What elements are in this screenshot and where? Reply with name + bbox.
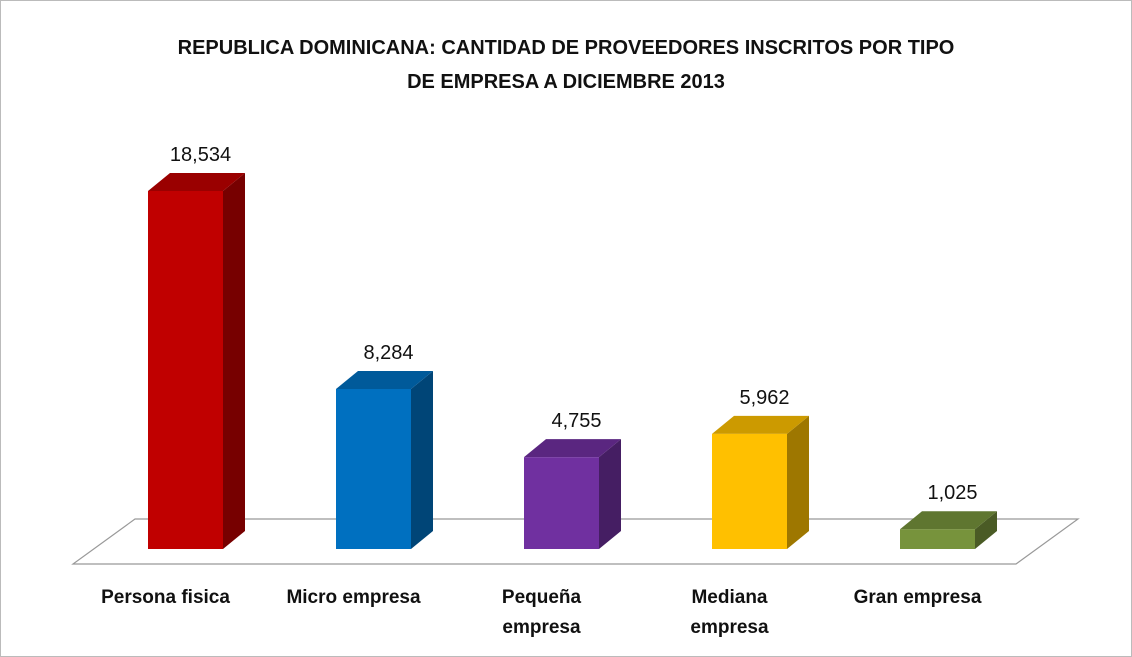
bar-top bbox=[712, 415, 809, 434]
bar-top bbox=[336, 370, 433, 389]
value-label: 1,025 bbox=[927, 482, 977, 504]
x-tick-label: Persona fisica bbox=[101, 587, 230, 608]
x-tick-label: Micro empresa bbox=[286, 587, 421, 608]
bar-side bbox=[787, 415, 809, 549]
x-tick-label: Mediana empresa bbox=[690, 587, 769, 638]
bar bbox=[336, 370, 433, 549]
bar-front bbox=[712, 433, 787, 549]
value-label: 8,284 bbox=[363, 342, 413, 364]
bar-top bbox=[900, 511, 997, 530]
bar bbox=[524, 439, 621, 549]
bar bbox=[712, 415, 809, 549]
bar bbox=[148, 173, 245, 549]
bar-side bbox=[975, 511, 997, 549]
value-label: 5,962 bbox=[739, 387, 789, 409]
x-tick-label: Pequeña empresa bbox=[501, 587, 582, 638]
bar-front bbox=[336, 388, 411, 549]
bar bbox=[900, 511, 997, 549]
bar-top bbox=[148, 173, 245, 191]
bar-side bbox=[223, 173, 245, 549]
bar-side bbox=[599, 439, 621, 549]
bar-side bbox=[411, 370, 433, 549]
x-tick-label: Gran empresa bbox=[853, 587, 982, 608]
bar-front bbox=[900, 529, 975, 549]
value-label: 18,534 bbox=[170, 144, 231, 166]
bar-front bbox=[524, 457, 599, 549]
bar-top bbox=[524, 439, 621, 458]
value-label: 4,755 bbox=[551, 410, 601, 432]
chart-title: REPUBLICA DOMINICANA: CANTIDAD DE PROVEE… bbox=[177, 37, 955, 93]
bar-front bbox=[148, 191, 223, 549]
